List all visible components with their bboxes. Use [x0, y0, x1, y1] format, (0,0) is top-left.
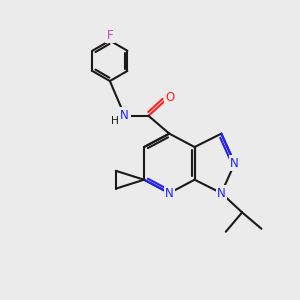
Text: F: F — [106, 29, 113, 42]
Text: O: O — [165, 92, 175, 104]
Text: N: N — [120, 109, 129, 122]
Text: N: N — [217, 187, 226, 200]
Text: N: N — [230, 157, 239, 170]
Text: N: N — [165, 187, 174, 200]
Text: H: H — [111, 116, 119, 126]
